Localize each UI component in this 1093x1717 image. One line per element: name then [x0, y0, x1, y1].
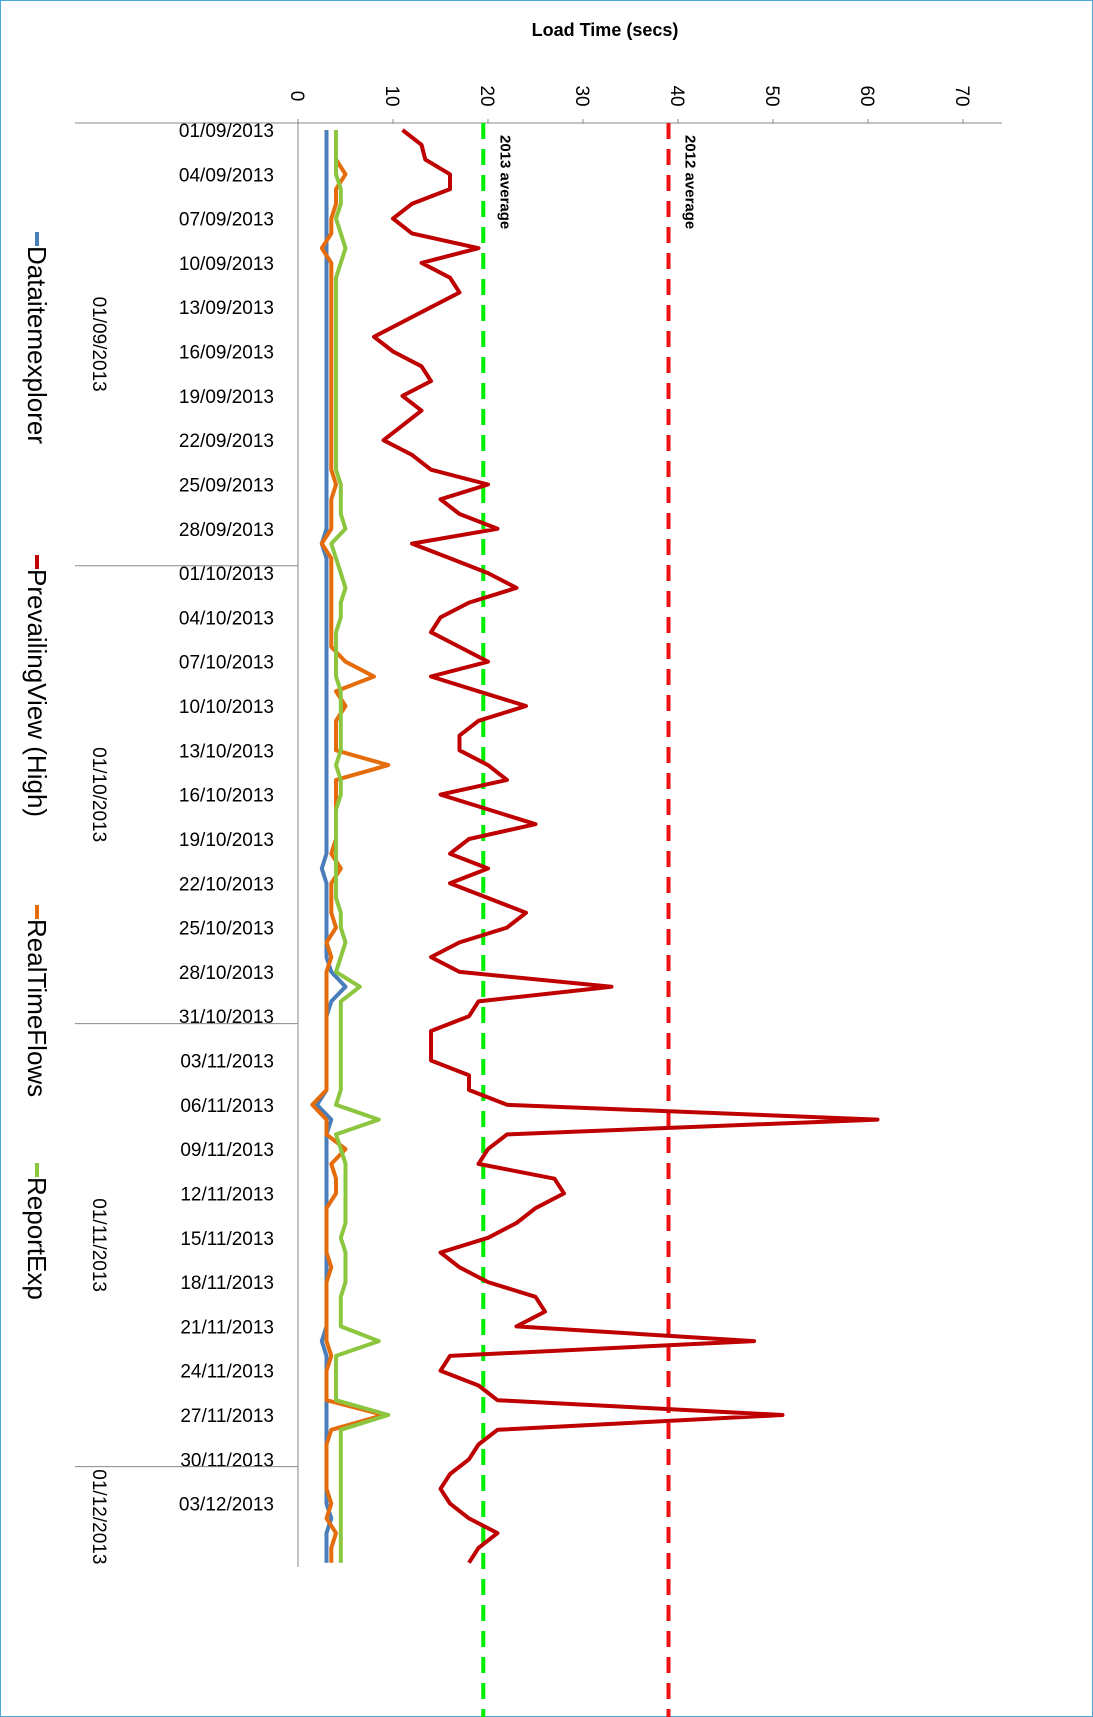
y-tick-label: 22/10/2013 — [179, 874, 274, 895]
y-tick-label: 18/11/2013 — [180, 1273, 274, 1294]
y-tick-label: 07/09/2013 — [179, 210, 274, 231]
y-tick-label: 03/11/2013 — [180, 1052, 274, 1073]
y-tick-label: 01/10/2013 — [179, 564, 274, 585]
y-tick-label: 28/10/2013 — [179, 963, 274, 984]
legend-label: RealTimeFlows — [22, 919, 52, 1097]
y-tick-label: 19/10/2013 — [179, 830, 274, 851]
y-tick-label: 09/11/2013 — [180, 1140, 274, 1161]
y-tick-label: 19/09/2013 — [179, 387, 274, 408]
y-tick-label: 01/09/2013 — [179, 121, 274, 142]
legend: Dataitemexplorer PrevailingView (High) Rea… — [22, 232, 52, 1300]
x-tick-label: 0 — [286, 91, 307, 102]
y-tick-label: 24/11/2013 — [180, 1362, 274, 1383]
legend-label: PrevailingView (High) — [22, 569, 52, 817]
reference-label: 2012 average — [682, 135, 699, 229]
y-tick-label: 13/10/2013 — [179, 741, 274, 762]
y-tick-label: 30/11/2013 — [180, 1450, 274, 1471]
y-tick-label: 12/11/2013 — [180, 1184, 274, 1205]
series-line — [310, 130, 391, 1563]
y-tick-label: 31/10/2013 — [179, 1007, 274, 1028]
y-tick-label: 25/10/2013 — [179, 919, 274, 940]
group-label: 01/12/2013 — [88, 1469, 109, 1564]
series-line — [372, 128, 880, 1564]
y-tick-label: 22/09/2013 — [179, 431, 274, 452]
group-label: 01/10/2013 — [88, 747, 109, 842]
group-label: 01/11/2013 — [88, 1198, 109, 1292]
x-tick-label: 70 — [951, 85, 972, 106]
x-tick-label: 10 — [381, 85, 402, 106]
legend-label: Dataitemexplorer — [22, 246, 52, 444]
legend-label: ReportExp — [22, 1177, 52, 1300]
y-tick-label: 13/09/2013 — [179, 298, 274, 319]
y-tick-label: 10/10/2013 — [179, 697, 274, 718]
y-tick-label: 28/09/2013 — [179, 520, 274, 541]
x-tick-label: 30 — [571, 85, 592, 106]
y-tick-label: 03/12/2013 — [179, 1495, 274, 1516]
axis-title: Load Time (secs) — [532, 20, 679, 40]
y-tick-label: 25/09/2013 — [179, 475, 274, 496]
x-tick-label: 60 — [856, 85, 877, 106]
y-tick-label: 04/09/2013 — [179, 165, 274, 186]
series-line — [329, 130, 391, 1563]
y-tick-label: 06/11/2013 — [180, 1096, 274, 1117]
y-tick-label: 07/10/2013 — [179, 653, 274, 674]
y-tick-label: 16/10/2013 — [179, 786, 274, 807]
x-tick-label: 20 — [476, 85, 497, 106]
y-tick-label: 15/11/2013 — [180, 1229, 274, 1250]
y-tick-label: 10/09/2013 — [179, 254, 274, 275]
y-tick-label: 27/11/2013 — [180, 1406, 274, 1427]
y-tick-label: 21/11/2013 — [180, 1317, 274, 1338]
group-label: 01/09/2013 — [88, 297, 109, 392]
x-tick-label: 40 — [666, 85, 687, 106]
y-tick-label: 16/09/2013 — [179, 343, 274, 364]
x-tick-label: 50 — [761, 85, 782, 106]
y-tick-label: 04/10/2013 — [179, 608, 274, 629]
reference-label: 2013 average — [496, 135, 513, 229]
